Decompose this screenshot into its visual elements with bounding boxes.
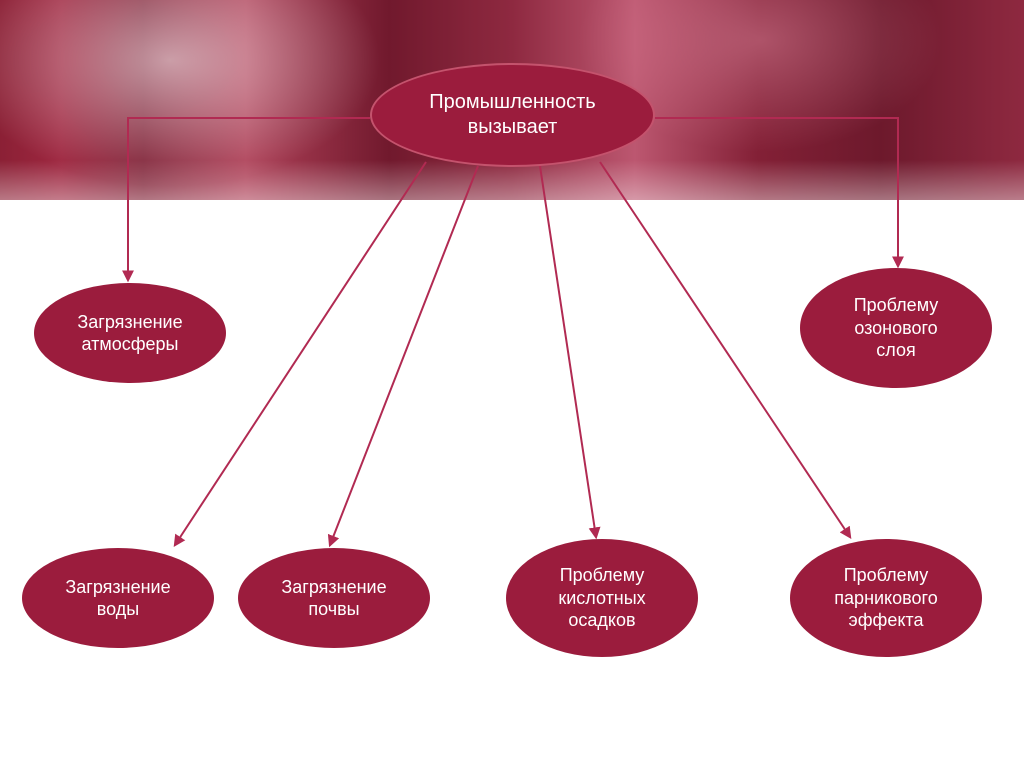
node-n5: Проблему кислотных осадков xyxy=(506,539,698,657)
node-n2-label: Проблему озонового слоя xyxy=(854,294,939,362)
node-root: Промышленность вызывает xyxy=(370,63,655,167)
node-n1: Загрязнение атмосферы xyxy=(34,283,226,383)
node-n1-label: Загрязнение атмосферы xyxy=(77,311,182,356)
node-n6-label: Проблему парникового эффекта xyxy=(834,564,937,632)
node-n3: Загрязнение воды xyxy=(22,548,214,648)
node-n4: Загрязнение почвы xyxy=(238,548,430,648)
node-n5-label: Проблему кислотных осадков xyxy=(558,564,645,632)
node-n2: Проблему озонового слоя xyxy=(800,268,992,388)
node-n3-label: Загрязнение воды xyxy=(65,576,170,621)
node-root-label: Промышленность вызывает xyxy=(429,90,595,140)
diagram-canvas: Промышленность вызывает Загрязнение атмос… xyxy=(0,0,1024,767)
node-n6: Проблему парникового эффекта xyxy=(790,539,982,657)
node-n4-label: Загрязнение почвы xyxy=(281,576,386,621)
